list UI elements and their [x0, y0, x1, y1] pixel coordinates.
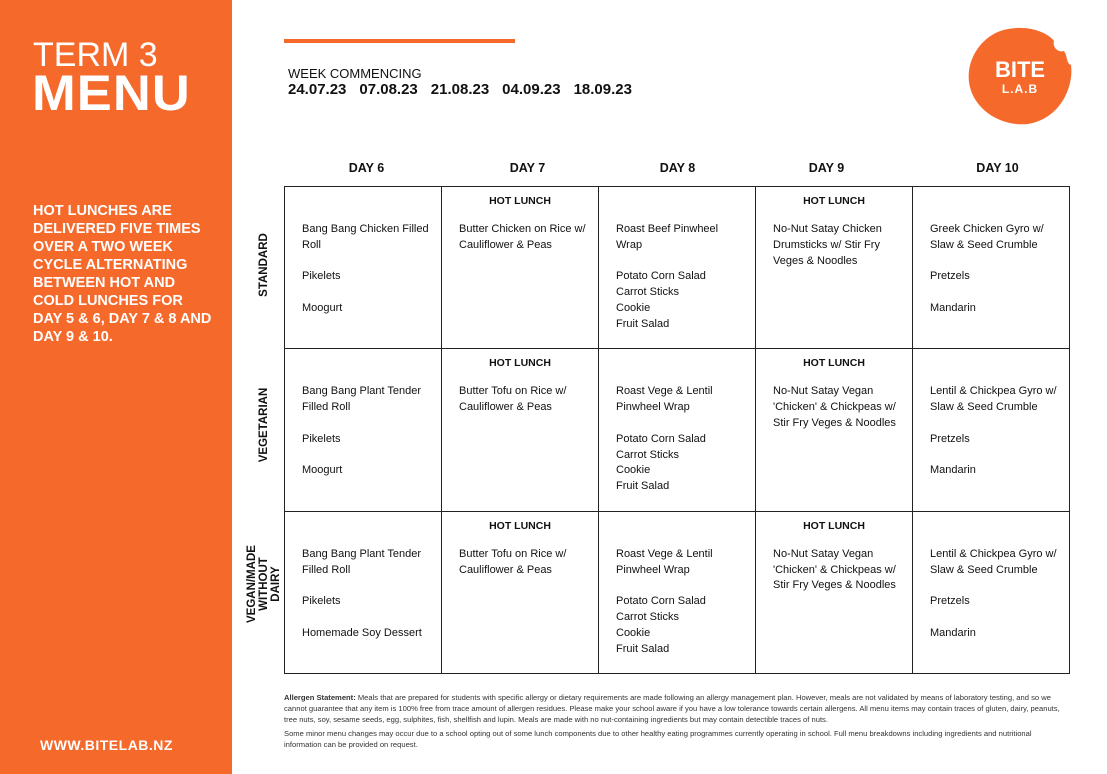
menu-item: Butter Tofu on Rice w/ Cauliflower & Pea…: [459, 385, 567, 414]
menu-item: Moogurt: [302, 301, 343, 314]
menu-item: Potato Corn Salad Carrot Sticks Cookie F…: [616, 595, 706, 655]
menu-cell: Bang Bang Plant Tender Filled Roll Pikele…: [284, 510, 442, 675]
menu-item: Bang Bang Plant Tender Filled Roll: [302, 547, 422, 576]
menu-item: No-Nut Satay Vegan 'Chicken' & Chickpeas…: [773, 547, 896, 592]
day-header: DAY 10: [976, 161, 1019, 175]
menu-row: Bang Bang Plant Tender Filled Roll Pikele…: [284, 510, 1070, 675]
week-commencing-label: WEEK COMMENCING: [288, 66, 422, 81]
spacer: [297, 194, 429, 210]
spacer: [297, 519, 429, 535]
hot-lunch-badge: HOT LUNCH: [803, 519, 865, 532]
menu-cell: Roast Beef Pinwheel Wrap Potato Corn Sala…: [598, 185, 756, 350]
week-date: 07.08.23: [359, 81, 418, 98]
week-date: 04.09.23: [502, 81, 561, 98]
logo-subtext: L.A.B: [1001, 82, 1039, 96]
menu-cell: HOT LUNCH Butter Chicken on Rice w/ Cauli…: [441, 185, 599, 350]
menu-item: Roast Vege & Lentil Pinwheel Wrap: [616, 547, 713, 576]
bitelab-logo: BITE L.A.B: [968, 27, 1072, 125]
spacer: [611, 356, 743, 372]
logo-text: BITE: [994, 57, 1046, 82]
menu-cell: HOT LUNCH Butter Tofu on Rice w/ Cauliflo…: [441, 510, 599, 675]
sidebar: TERM 3 MENU HOT LUNCHES ARE DELIVERED FI…: [0, 0, 232, 774]
menu-item: Potato Corn Salad Carrot Sticks Cookie F…: [616, 432, 706, 493]
menu-item: Lentil & Chickpea Gyro w/ Slaw & Seed Cr…: [930, 547, 1057, 576]
hot-lunch-badge: HOT LUNCH: [803, 195, 865, 207]
allergen-title: Allergen Statement:: [284, 693, 356, 702]
menu-cell: Roast Vege & Lentil Pinwheel Wrap Potato …: [598, 348, 756, 512]
row-label: VEGETARIAN: [258, 387, 270, 463]
menu-cell: Bang Bang Plant Tender Filled Roll Pikele…: [284, 348, 442, 512]
menu-note: Some minor menu changes may occur due to…: [284, 729, 1032, 749]
spacer: [925, 356, 1057, 372]
menu-item: Pikelets: [302, 270, 341, 283]
hot-lunch-badge: HOT LUNCH: [489, 195, 551, 207]
spacer: [611, 194, 743, 210]
hot-lunch-badge: HOT LUNCH: [803, 357, 865, 370]
website-link[interactable]: WWW.BITELAB.NZ: [40, 737, 173, 753]
menu-item: No-Nut Satay Vegan 'Chicken' & Chickpeas…: [773, 385, 896, 429]
day-header: DAY 8: [659, 161, 696, 175]
menu-table: Bang Bang Chicken Filled Roll Pikelets Moo…: [284, 185, 1070, 675]
menu-item: Pikelets: [302, 432, 341, 445]
row-label: VEGAN/MADE WITHOUT DAIRY: [246, 545, 282, 623]
menu-cell: HOT LUNCH Butter Tofu on Rice w/ Cauliflo…: [441, 348, 599, 512]
menu-item: Bang Bang Plant Tender Filled Roll: [302, 385, 422, 414]
spacer: [925, 194, 1057, 210]
menu-item: Pretzels: [930, 595, 970, 608]
menu-item: Pretzels: [930, 432, 970, 445]
intro-text: HOT LUNCHES ARE DELIVERED FIVE TIMES OVE…: [33, 203, 212, 345]
menu-cell: HOT LUNCH No-Nut Satay Vegan 'Chicken' & …: [755, 348, 913, 512]
allergen-text: Meals that are prepared for students wit…: [284, 693, 1060, 724]
cookie-bite-icon: [968, 27, 1072, 125]
day-header: DAY 9: [808, 161, 845, 175]
menu-item: Mandarin: [930, 626, 976, 639]
menu-cell: Bang Bang Chicken Filled Roll Pikelets Moo…: [284, 185, 442, 350]
menu-item: Butter Tofu on Rice w/ Cauliflower & Pea…: [459, 547, 567, 576]
term-label: TERM 3: [33, 36, 158, 74]
spacer: [611, 519, 743, 535]
menu-item: Roast Beef Pinwheel Wrap: [616, 223, 719, 251]
row-label: STANDARD: [258, 233, 270, 297]
menu-item: Homemade Soy Dessert: [302, 626, 422, 639]
week-date: 24.07.23: [288, 81, 347, 98]
allergen-statement: Allergen Statement: Meals that are prepa…: [284, 692, 1069, 725]
week-dates: 24.07.23 07.08.23 21.08.23 04.09.23 18.09.23: [288, 81, 645, 98]
menu-cell: Lentil & Chickpea Gyro w/ Slaw & Seed Cr…: [912, 510, 1070, 675]
spacer: [297, 356, 429, 372]
menu-item: Pikelets: [302, 595, 341, 608]
menu-item: Butter Chicken on Rice w/ Cauliflower & …: [459, 223, 586, 251]
menu-item: No-Nut Satay Chicken Drumsticks w/ Stir …: [773, 223, 882, 267]
menu-cell: HOT LUNCH No-Nut Satay Vegan 'Chicken' & …: [755, 510, 913, 675]
spacer: [925, 519, 1057, 535]
menu-cell: Greek Chicken Gyro w/ Slaw & Seed Crumbl…: [912, 185, 1070, 350]
menu-row: Bang Bang Plant Tender Filled Roll Pikele…: [284, 348, 1070, 512]
menu-item: Mandarin: [930, 464, 976, 477]
accent-bar: [284, 39, 515, 43]
page-title: MENU: [32, 65, 191, 121]
week-date: 18.09.23: [573, 81, 632, 98]
menu-cell: Roast Vege & Lentil Pinwheel Wrap Potato …: [598, 510, 756, 675]
week-date: 21.08.23: [430, 81, 490, 98]
menu-item: Roast Vege & Lentil Pinwheel Wrap: [616, 385, 713, 414]
menu-item: Moogurt: [302, 464, 343, 477]
menu-cell: HOT LUNCH No-Nut Satay Chicken Drumsticks…: [755, 185, 913, 350]
menu-item: Mandarin: [930, 301, 976, 314]
menu-item: Potato Corn Salad Carrot Sticks Cookie F…: [616, 270, 706, 330]
menu-item: Bang Bang Chicken Filled Roll: [302, 223, 429, 251]
menu-row: Bang Bang Chicken Filled Roll Pikelets Moo…: [284, 185, 1070, 350]
menu-cell: Lentil & Chickpea Gyro w/ Slaw & Seed Cr…: [912, 348, 1070, 512]
menu-item: Pretzels: [930, 270, 970, 283]
menu-item: Greek Chicken Gyro w/ Slaw & Seed Crumbl…: [930, 223, 1044, 251]
hot-lunch-badge: HOT LUNCH: [489, 357, 551, 370]
menu-item: Lentil & Chickpea Gyro w/ Slaw & Seed Cr…: [930, 385, 1057, 414]
day-header: DAY 6: [348, 161, 385, 175]
day-header: DAY 7: [509, 161, 546, 175]
hot-lunch-badge: HOT LUNCH: [489, 519, 551, 532]
footer: Allergen Statement: Meals that are prepa…: [284, 692, 1069, 753]
